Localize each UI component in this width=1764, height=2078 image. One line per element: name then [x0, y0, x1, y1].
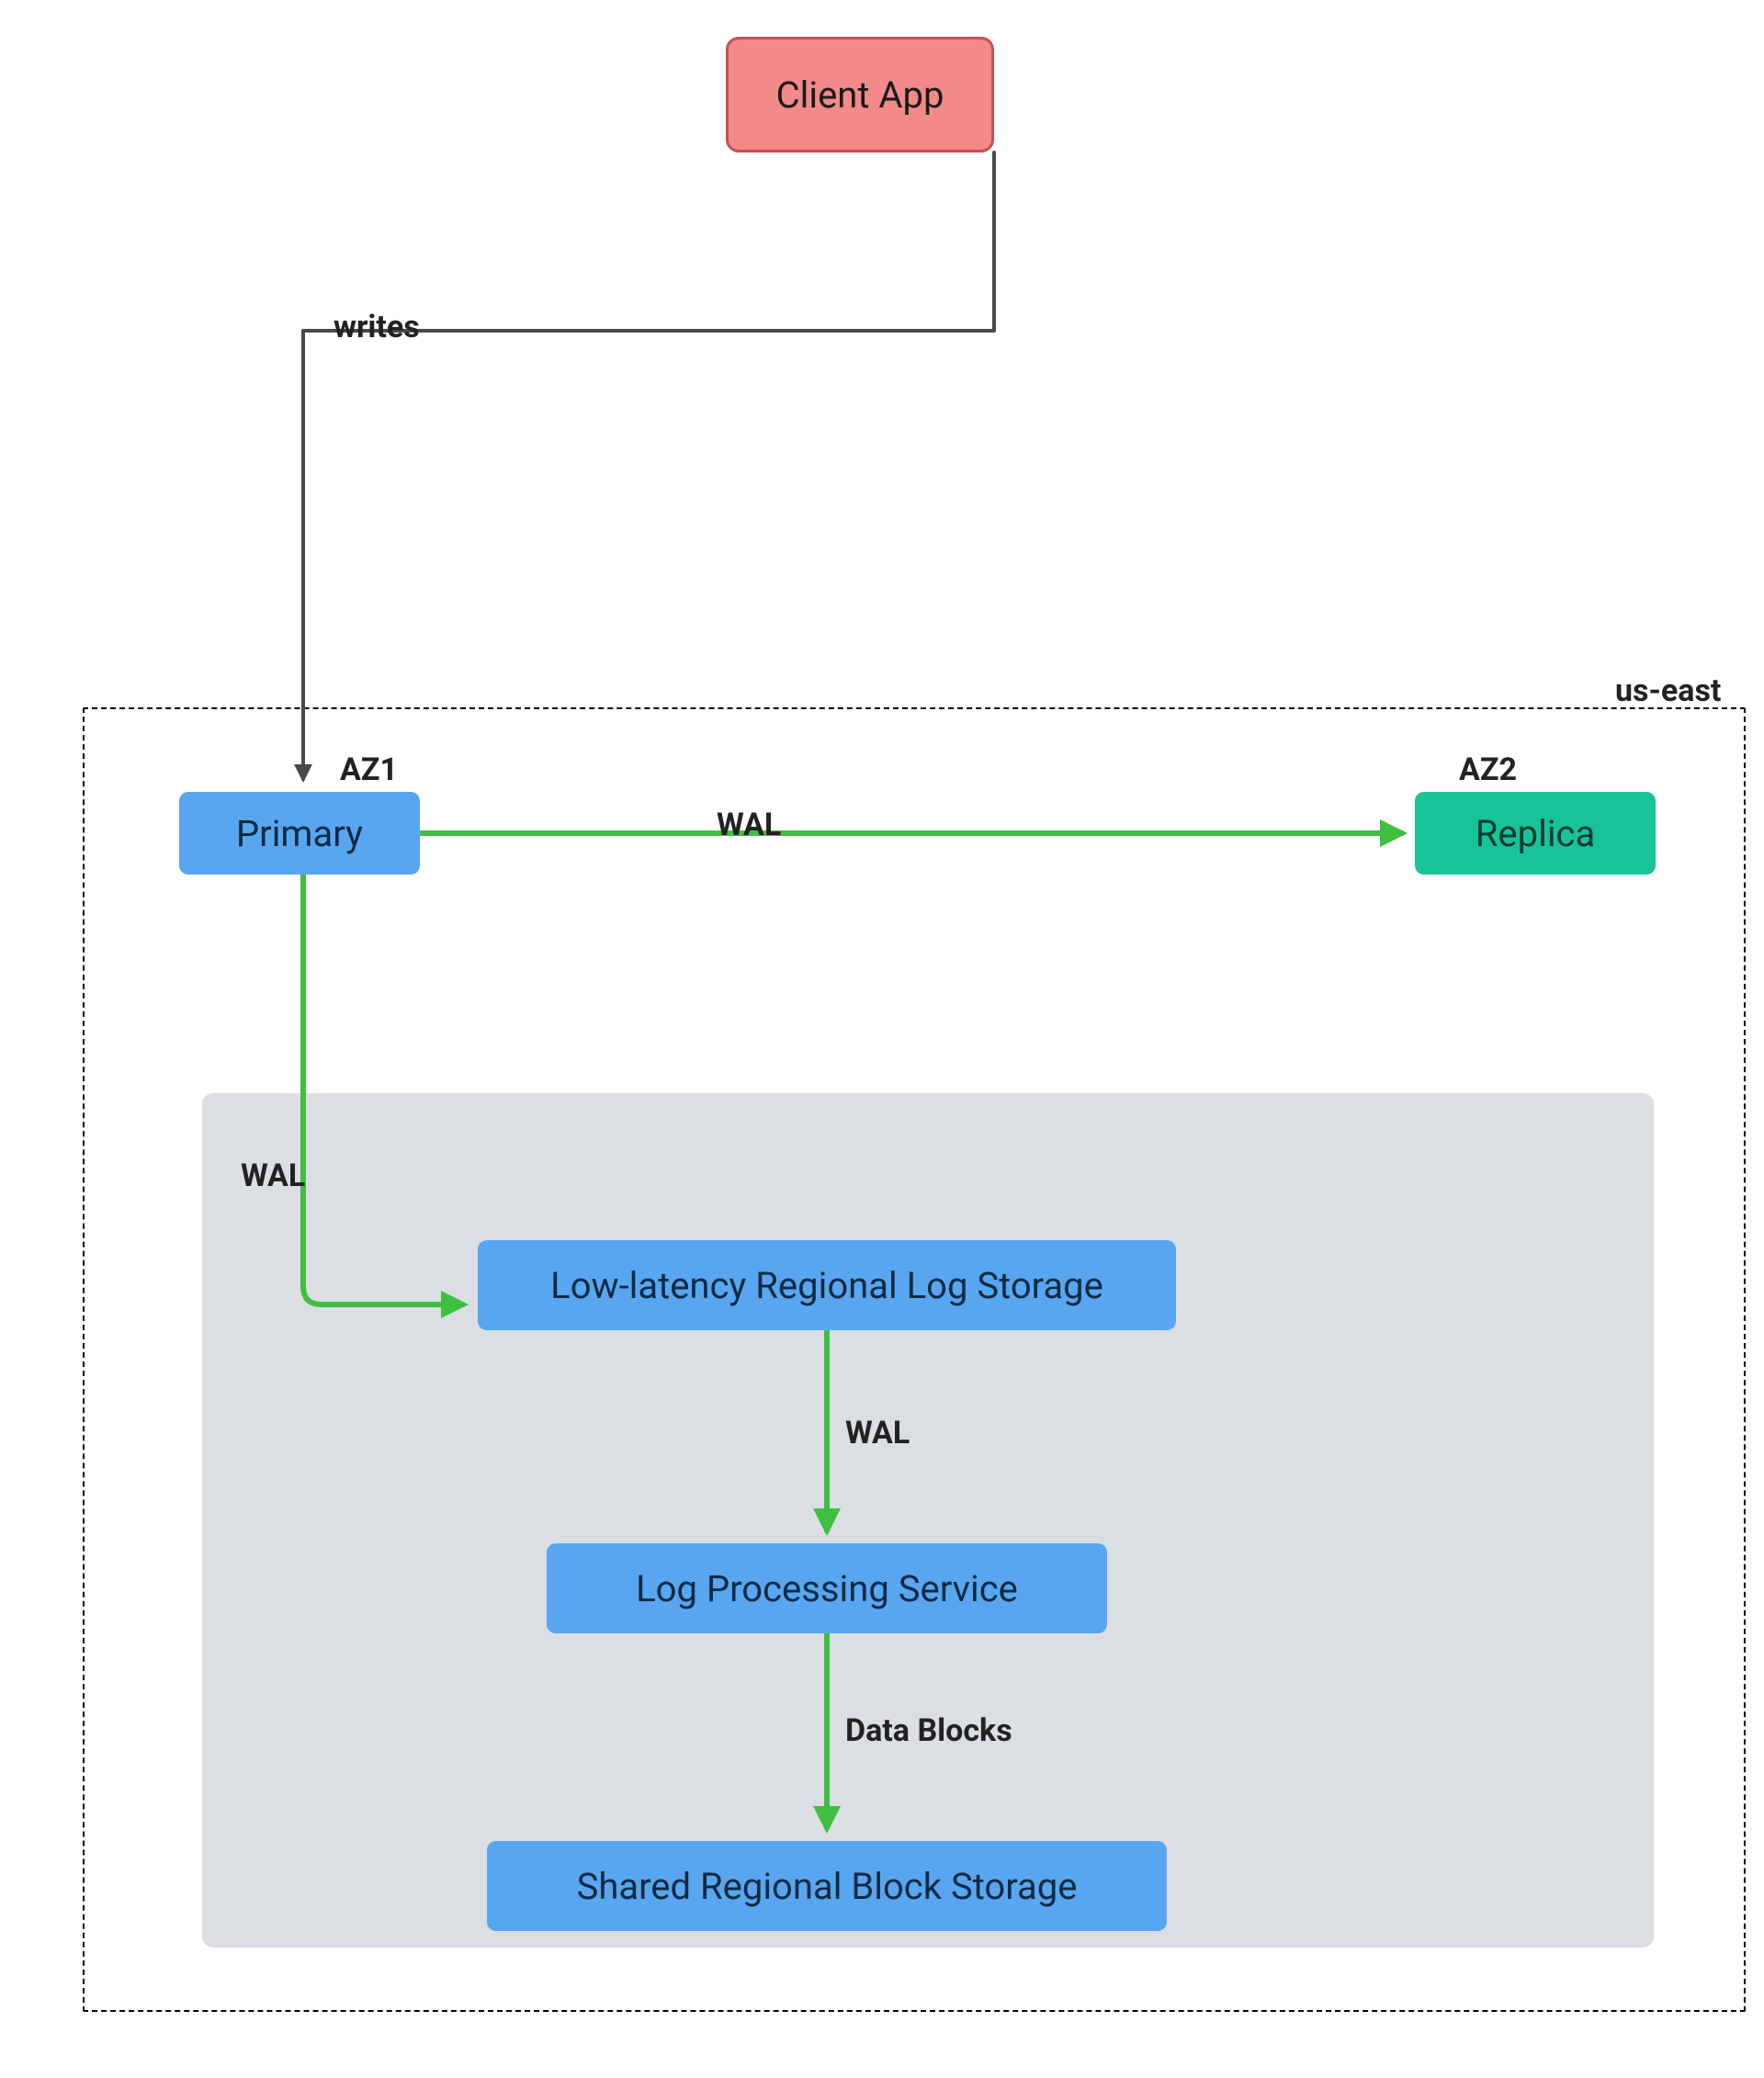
node-block-label: Shared Regional Block Storage — [577, 1865, 1078, 1908]
edge-label-wal-proc: WAL — [845, 1415, 910, 1451]
node-log-proc-label: Log Processing Service — [636, 1567, 1018, 1610]
node-log-storage-label: Low-latency Regional Log Storage — [550, 1264, 1103, 1307]
node-block-storage: Shared Regional Block Storage — [487, 1841, 1167, 1931]
diagram-canvas: us-east Client App Primary Replica Low-l… — [0, 0, 1764, 2078]
edge-label-datablocks: Data Blocks — [845, 1712, 1012, 1749]
zone-label-az1: AZ1 — [340, 751, 398, 788]
edge-label-wal-storage: WAL — [241, 1158, 305, 1194]
node-replica: Replica — [1415, 792, 1656, 875]
node-primary-label: Primary — [236, 812, 363, 855]
zone-label-az2: AZ2 — [1459, 751, 1517, 788]
edge-label-writes: writes — [334, 309, 420, 345]
node-log-storage: Low-latency Regional Log Storage — [478, 1240, 1176, 1330]
node-client-app: Client App — [726, 37, 994, 152]
edge-label-wal-replica: WAL — [717, 807, 781, 843]
node-client-label: Client App — [776, 73, 944, 117]
node-log-processing: Log Processing Service — [547, 1543, 1107, 1633]
node-primary: Primary — [179, 792, 420, 875]
edges-layer — [0, 0, 1764, 2078]
node-replica-label: Replica — [1476, 812, 1595, 855]
